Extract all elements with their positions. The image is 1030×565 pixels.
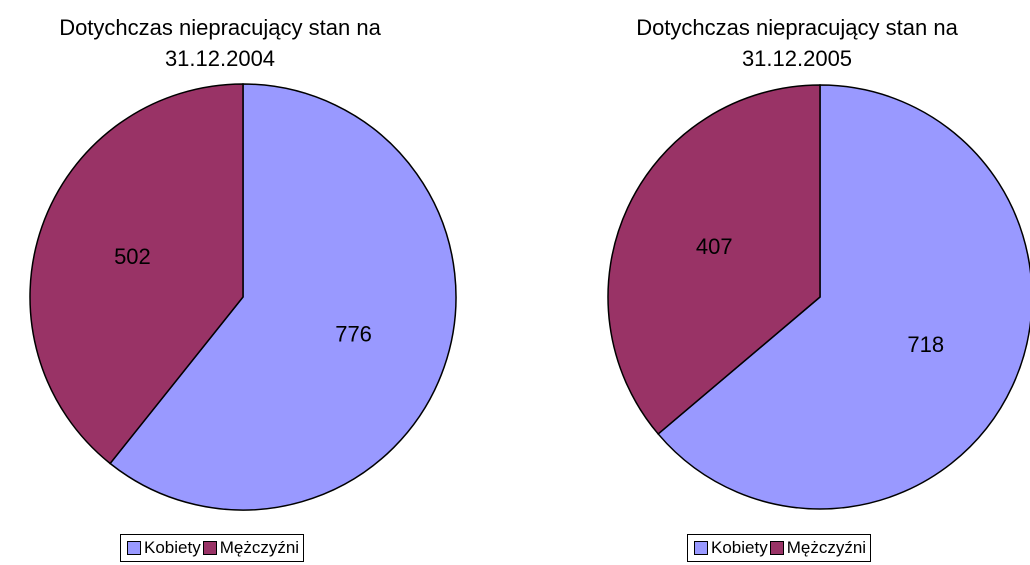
chart-title: Dotychczas niepracujący stan na 31.12.20…: [59, 15, 381, 71]
legend-label: Kobiety: [144, 538, 201, 557]
legend-swatch: [769, 541, 784, 555]
legend-label: Mężczyźni: [786, 538, 867, 557]
pie-slice: [657, 84, 1030, 510]
data-label: 718: [907, 332, 944, 357]
legend-label: Kobiety: [711, 538, 768, 557]
legend-swatch: [202, 541, 217, 555]
chart-title: Dotychczas niepracujący stan na 31.12.20…: [636, 15, 958, 71]
data-label: 502: [114, 244, 151, 269]
data-label: 407: [696, 234, 733, 259]
legend: Kobiety Mężczyźni: [120, 534, 305, 562]
pie-slice: [109, 83, 457, 511]
pie-slice: [607, 84, 821, 436]
pie-slice: [29, 83, 244, 465]
legend: Kobiety Mężczyźni: [687, 534, 872, 562]
legend-label: Mężczyźni: [219, 538, 300, 557]
legend-swatch: [694, 541, 708, 555]
legend-swatch: [127, 541, 141, 555]
data-label: 776: [335, 322, 372, 347]
